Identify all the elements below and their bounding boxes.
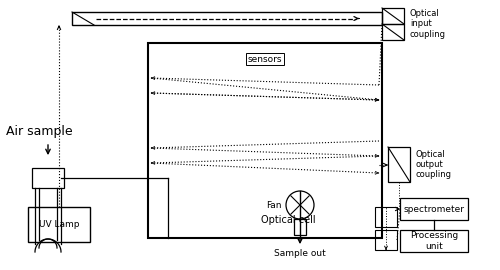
Text: Optical
output
coupling: Optical output coupling (415, 150, 451, 179)
Text: spectrometer: spectrometer (404, 204, 464, 214)
Text: Optical cell: Optical cell (261, 215, 316, 225)
Text: sensors: sensors (248, 55, 282, 63)
Text: Sample out: Sample out (274, 249, 326, 258)
Text: Fan: Fan (266, 201, 282, 210)
Text: Air sample: Air sample (6, 126, 72, 139)
Text: Optical
input
coupling: Optical input coupling (410, 9, 446, 39)
Text: UV Lamp: UV Lamp (39, 220, 79, 229)
Text: Processing
unit: Processing unit (410, 231, 458, 251)
